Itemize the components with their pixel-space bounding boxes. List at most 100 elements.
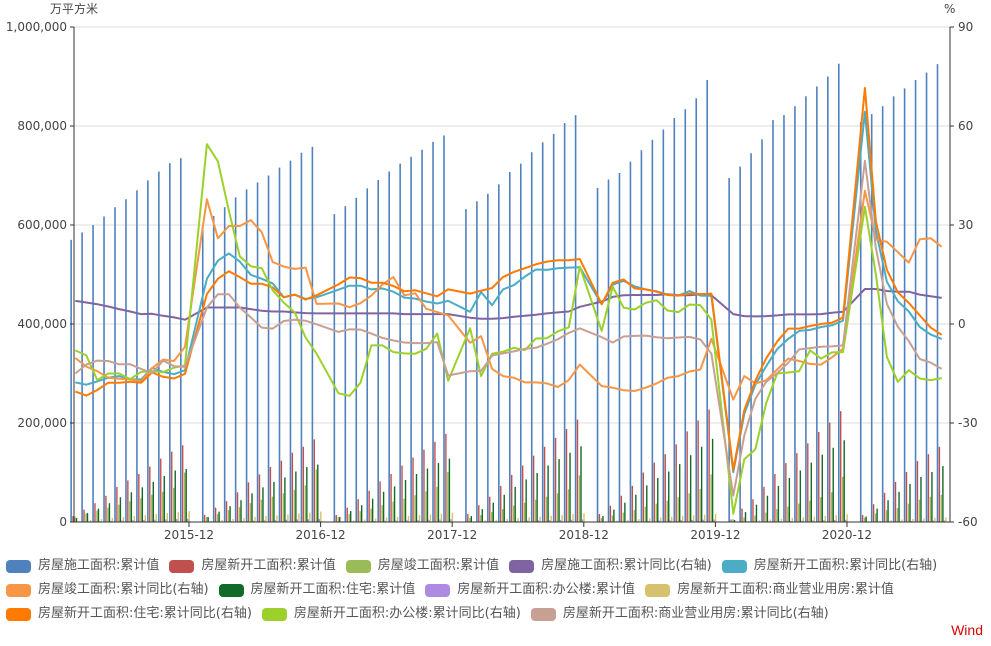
bar bbox=[201, 225, 204, 522]
bar bbox=[927, 454, 930, 522]
bar bbox=[669, 520, 671, 522]
bar bbox=[511, 474, 513, 522]
bar bbox=[450, 519, 452, 522]
bar bbox=[467, 514, 469, 522]
legend-item[interactable]: 房屋施工面积:累计值 bbox=[6, 554, 159, 578]
bar bbox=[774, 473, 776, 522]
x-axis-tick: 2016-12 bbox=[296, 528, 346, 542]
legend-item[interactable]: 房屋新开工面积:累计同比(右轴) bbox=[721, 554, 937, 578]
bar bbox=[559, 519, 562, 522]
bar bbox=[381, 505, 383, 522]
bar bbox=[121, 520, 123, 522]
bar bbox=[539, 516, 541, 522]
legend-item[interactable]: 房屋新开工面积:住宅:累计值 bbox=[218, 578, 415, 602]
bar bbox=[221, 520, 223, 522]
bar bbox=[251, 493, 253, 522]
legend-item[interactable]: 房屋竣工面积:累计值 bbox=[345, 554, 499, 578]
bar bbox=[407, 516, 410, 522]
line-series-path bbox=[74, 87, 943, 471]
legend-item[interactable]: 房屋新开工面积:商业营业用房:累计值 bbox=[645, 578, 894, 602]
bar bbox=[75, 518, 78, 522]
chart-canvas: 万平方米 % 0 -60 200,000 -30 400,000 0 600,000 30 80… bbox=[6, 1, 978, 542]
bar bbox=[835, 515, 837, 522]
legend-item[interactable]: 房屋新开工面积:商业营业用房:累计同比(右轴) bbox=[530, 602, 829, 626]
legend-swatch-icon bbox=[345, 559, 371, 573]
bar bbox=[293, 489, 296, 522]
bar bbox=[174, 470, 176, 522]
x-axis-tick: 2015-12 bbox=[164, 528, 214, 542]
bar bbox=[791, 518, 794, 522]
legend-row: 房屋新开工面积:住宅:累计同比(右轴) 房屋新开工面积:办公楼:累计同比(右轴) 房… bbox=[6, 602, 986, 626]
bar bbox=[680, 520, 682, 522]
bar bbox=[598, 514, 601, 522]
bar bbox=[534, 499, 537, 522]
bar bbox=[284, 477, 286, 522]
right-axis-tick: 0 bbox=[958, 317, 966, 331]
bar bbox=[942, 466, 944, 522]
bar bbox=[436, 486, 438, 522]
bar bbox=[514, 486, 516, 522]
bar bbox=[689, 455, 692, 522]
bar bbox=[921, 520, 924, 522]
bar bbox=[85, 513, 87, 522]
bar bbox=[516, 520, 518, 522]
bar bbox=[788, 477, 791, 522]
bar bbox=[807, 443, 809, 522]
legend-item[interactable]: 房屋竣工面积:累计同比(右轴) bbox=[6, 578, 209, 602]
bar bbox=[187, 518, 189, 522]
bar bbox=[133, 516, 136, 522]
left-axis-tick: 400,000 bbox=[17, 317, 67, 331]
bar bbox=[225, 501, 228, 522]
bar bbox=[469, 518, 471, 522]
line-series-path bbox=[75, 288, 942, 321]
bar bbox=[118, 504, 120, 522]
bar bbox=[287, 514, 289, 522]
legend-row: 房屋施工面积:累计值 房屋新开工面积:累计值 房屋竣工面积:累计值 房屋施工面积:累计… bbox=[6, 554, 986, 578]
legend-item[interactable]: 房屋新开工面积:住宅:累计同比(右轴) bbox=[6, 602, 252, 626]
bar bbox=[611, 515, 614, 522]
bar bbox=[777, 485, 780, 522]
bar bbox=[609, 505, 612, 522]
bar bbox=[874, 513, 877, 522]
legend-label: 房屋新开工面积:办公楼:累计同比(右轴) bbox=[293, 606, 521, 621]
bar bbox=[97, 508, 100, 522]
bar bbox=[831, 492, 833, 522]
bar bbox=[754, 515, 756, 522]
bar bbox=[682, 516, 684, 522]
bar bbox=[426, 468, 429, 522]
bar bbox=[188, 511, 190, 522]
bar bbox=[254, 517, 256, 522]
bar bbox=[280, 460, 283, 522]
bar bbox=[350, 511, 352, 522]
bar bbox=[240, 500, 242, 522]
bar bbox=[285, 519, 288, 522]
legend-item[interactable]: 房屋新开工面积:办公楼:累计值 bbox=[425, 578, 635, 602]
bar bbox=[465, 209, 467, 522]
bar bbox=[470, 516, 473, 522]
bar bbox=[785, 463, 787, 522]
bar bbox=[943, 520, 946, 522]
bar bbox=[536, 472, 538, 522]
bar bbox=[86, 513, 89, 522]
bar bbox=[914, 79, 917, 522]
line-series-path bbox=[75, 110, 943, 474]
bar bbox=[618, 173, 621, 522]
legend-item[interactable]: 房屋施工面积:累计同比(右轴) bbox=[509, 554, 712, 578]
right-axis-tick: -30 bbox=[958, 416, 978, 430]
bar bbox=[320, 511, 322, 522]
bar bbox=[832, 447, 834, 522]
bar bbox=[116, 486, 118, 522]
bar bbox=[169, 163, 171, 522]
bar bbox=[160, 458, 162, 522]
legend-item[interactable]: 房屋新开工面积:累计值 bbox=[169, 554, 336, 578]
bar bbox=[923, 518, 925, 522]
bar bbox=[662, 129, 665, 522]
bar bbox=[130, 492, 133, 522]
bar bbox=[805, 96, 807, 523]
bar bbox=[714, 513, 717, 522]
legend-item[interactable]: 房屋新开工面积:办公楼:累计同比(右轴) bbox=[261, 602, 521, 626]
bar bbox=[883, 492, 886, 522]
bar bbox=[136, 190, 138, 522]
bar bbox=[143, 519, 145, 522]
bar bbox=[114, 207, 116, 522]
